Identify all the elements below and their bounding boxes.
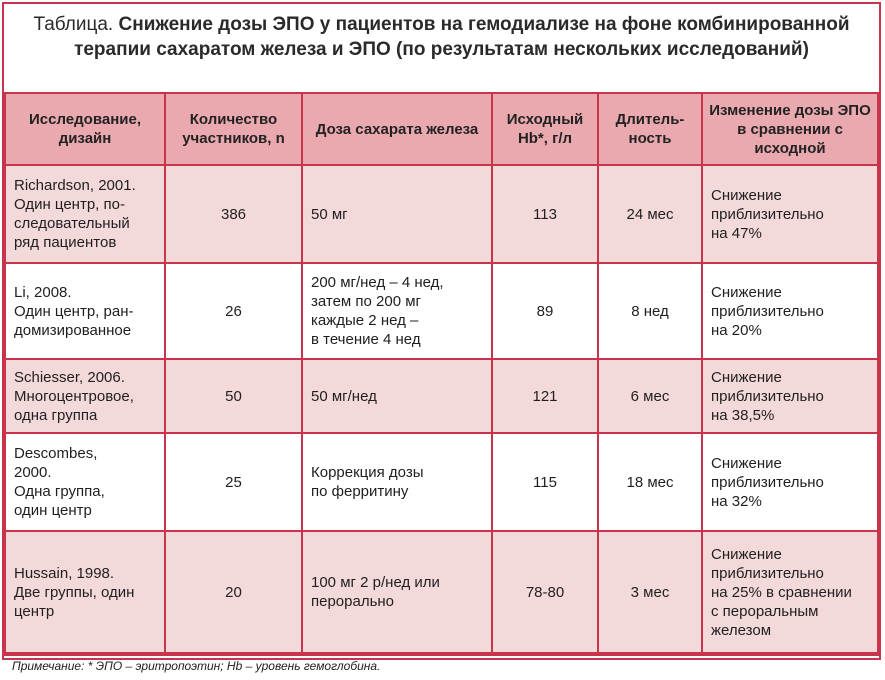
cell-dose: 50 мг/нед — [301, 358, 493, 434]
cell-dose: 200 мг/нед – 4 нед, затем по 200 мг кажд… — [301, 262, 493, 360]
cell-hb: 78-80 — [491, 530, 599, 654]
cell-study: Descombes, 2000. Одна группа, один центр — [4, 432, 166, 532]
table-row: Hussain, 1998. Две группы, один центр 20… — [4, 530, 879, 654]
cell-study: Li, 2008. Один центр, ран- домизированно… — [4, 262, 166, 360]
cell-participants: 20 — [164, 530, 303, 654]
cell-study: Schiesser, 2006. Многоцентровое, одна гр… — [4, 358, 166, 434]
header-hb: Исходный Hb*, г/л — [491, 92, 599, 166]
cell-hb: 113 — [491, 164, 599, 264]
header-study: Исследование, дизайн — [4, 92, 166, 166]
table-title: Таблица. Снижение дозы ЭПО у пациентов н… — [4, 4, 879, 92]
cell-change: Снижение приблизительно на 20% — [701, 262, 879, 360]
data-table: Исследование, дизайн Количество участник… — [4, 92, 879, 654]
header-row: Исследование, дизайн Количество участник… — [4, 92, 879, 166]
cell-change: Снижение приблизительно на 47% — [701, 164, 879, 264]
header-dose: Доза сахарата железа — [301, 92, 493, 166]
cell-hb: 89 — [491, 262, 599, 360]
cell-participants: 386 — [164, 164, 303, 264]
header-change: Изменение дозы ЭПО в сравнении с исходно… — [701, 92, 879, 166]
cell-study: Hussain, 1998. Две группы, один центр — [4, 530, 166, 654]
cell-dose: 100 мг 2 р/нед или перорально — [301, 530, 493, 654]
cell-change: Снижение приблизительно на 32% — [701, 432, 879, 532]
cell-participants: 25 — [164, 432, 303, 532]
cell-change: Снижение приблизительно на 38,5% — [701, 358, 879, 434]
cell-participants: 50 — [164, 358, 303, 434]
cell-hb: 115 — [491, 432, 599, 532]
cell-hb: 121 — [491, 358, 599, 434]
table-row: Li, 2008. Один центр, ран- домизированно… — [4, 262, 879, 360]
note-text: * ЭПО – эритропоэтин; Hb – уровень гемог… — [84, 659, 381, 673]
table-row: Descombes, 2000. Одна группа, один центр… — [4, 432, 879, 532]
cell-change: Снижение приблизительно на 25% в сравнен… — [701, 530, 879, 654]
title-main: Снижение дозы ЭПО у пациентов на гемодиа… — [74, 14, 850, 60]
cell-duration: 6 мес — [597, 358, 703, 434]
header-participants: Количество участников, n — [164, 92, 303, 166]
table-row: Richardson, 2001. Один центр, по- следов… — [4, 164, 879, 264]
cell-duration: 18 мес — [597, 432, 703, 532]
cell-dose: Коррекция дозы по ферритину — [301, 432, 493, 532]
cell-dose: 50 мг — [301, 164, 493, 264]
cell-duration: 8 нед — [597, 262, 703, 360]
header-duration: Длитель- ность — [597, 92, 703, 166]
note-label: Примечание: — [12, 659, 85, 673]
table-row: Schiesser, 2006. Многоцентровое, одна гр… — [4, 358, 879, 434]
title-lead: Таблица. — [33, 14, 119, 35]
cell-duration: 24 мес — [597, 164, 703, 264]
cell-study: Richardson, 2001. Один центр, по- следов… — [4, 164, 166, 264]
cell-duration: 3 мес — [597, 530, 703, 654]
table-note: Примечание: * ЭПО – эритропоэтин; Hb – у… — [4, 654, 879, 680]
cell-participants: 26 — [164, 262, 303, 360]
